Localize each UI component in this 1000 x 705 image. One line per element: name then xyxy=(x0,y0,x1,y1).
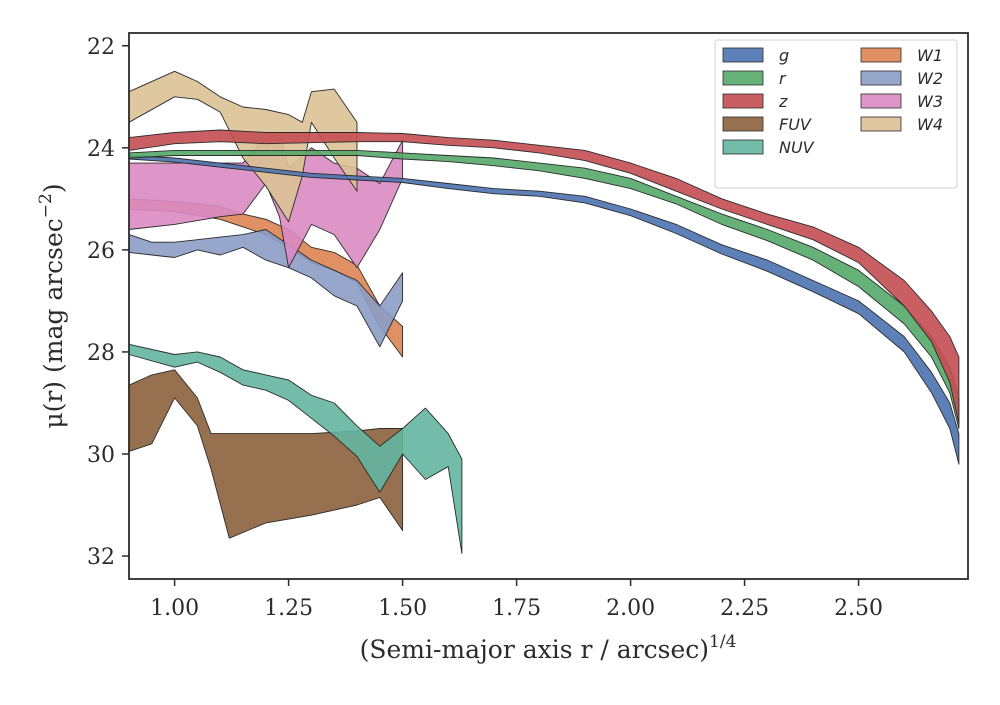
y-axis-title: μ(r) (mag arcsec−2) xyxy=(36,183,68,428)
legend-label-nuv: NUV xyxy=(779,138,815,157)
legend-label-g: g xyxy=(779,46,789,65)
legend-swatch-fuv xyxy=(722,116,764,132)
y-tick-label: 32 xyxy=(87,545,115,570)
band-w2 xyxy=(128,229,404,348)
x-tick-label: 1.00 xyxy=(150,596,199,621)
band-fuv xyxy=(128,369,404,539)
legend-label-z: z xyxy=(778,92,788,111)
legend-label-w2: W2 xyxy=(917,69,943,88)
legend-swatch-w2 xyxy=(860,70,902,86)
legend-swatch-w4 xyxy=(860,116,902,132)
legend-label-w3: W3 xyxy=(917,92,943,111)
legend-swatch-r xyxy=(722,70,764,86)
axes-frame xyxy=(128,32,969,580)
band-w4 xyxy=(128,70,358,223)
band-g xyxy=(128,155,960,465)
legend: grz FUV NUV W1 W2 W3 W4 xyxy=(714,39,958,189)
x-axis-title-text: (Semi-major axis r / arcsec) xyxy=(360,635,709,664)
legend-swatch-z xyxy=(722,93,764,109)
y-axis-title-text: μ(r) (mag arcsec xyxy=(39,218,68,428)
y-axis-title-exponent: −2 xyxy=(36,193,56,218)
bands-layer xyxy=(128,70,960,554)
legend-entries: grz FUV NUV W1 W2 W3 W4 xyxy=(722,46,943,157)
legend-label-r: r xyxy=(779,69,787,88)
legend-swatch-w3 xyxy=(860,93,902,109)
legend-swatch-g xyxy=(722,47,764,63)
legend-swatch-nuv xyxy=(722,139,764,155)
x-axis-title-exponent: 1/4 xyxy=(709,632,736,652)
band-z xyxy=(128,129,960,424)
legend-label-fuv: FUV xyxy=(779,115,812,134)
band-nuv xyxy=(128,343,463,554)
y-tick-label: 24 xyxy=(87,137,115,162)
x-tick-label: 1.50 xyxy=(378,596,427,621)
y-tick-label: 22 xyxy=(87,35,115,60)
y-tick-label: 30 xyxy=(87,443,115,468)
band-r xyxy=(128,149,960,429)
x-tick-label: 1.25 xyxy=(264,596,313,621)
x-tick-label: 1.75 xyxy=(492,596,541,621)
x-tick-label: 2.50 xyxy=(834,596,883,621)
ticks-layer: 1.00 1.25 1.50 1.75 2.00 2.25 2.50 22 24 26 28 30 32 xyxy=(87,35,883,621)
x-tick-label: 2.00 xyxy=(606,596,655,621)
legend-label-w4: W4 xyxy=(917,115,943,134)
y-tick-label: 28 xyxy=(87,341,115,366)
x-tick-label: 2.25 xyxy=(720,596,769,621)
y-tick-label: 26 xyxy=(87,239,115,264)
legend-label-w1: W1 xyxy=(917,46,943,65)
x-axis-title: (Semi-major axis r / arcsec)1/4 xyxy=(360,632,737,664)
y-axis-title-close: ) xyxy=(39,183,68,193)
legend-swatch-w1 xyxy=(860,47,902,63)
